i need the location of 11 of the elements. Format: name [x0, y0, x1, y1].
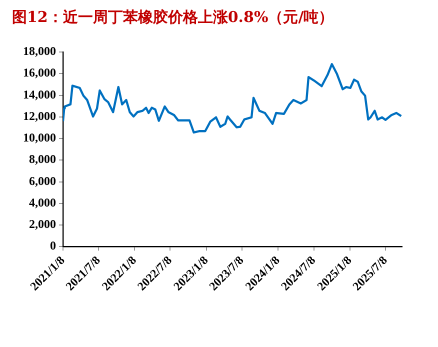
y-tick-label: 12,000	[23, 108, 56, 123]
y-tick-label: 18,000	[23, 44, 56, 58]
y-tick-label: 10,000	[23, 130, 56, 145]
chart-title: 图12：近一周丁苯橡胶价格上涨0.8%（元/吨）	[12, 8, 334, 27]
y-tick-label: 8,000	[29, 152, 56, 166]
y-tick-label: 14,000	[23, 87, 56, 102]
y-tick-label: 4,000	[29, 195, 56, 210]
y-tick-label: 0	[50, 238, 56, 253]
y-tick-label: 16,000	[23, 66, 56, 80]
y-tick-label: 6,000	[29, 174, 56, 188]
y-tick-label: 2,000	[29, 217, 56, 232]
